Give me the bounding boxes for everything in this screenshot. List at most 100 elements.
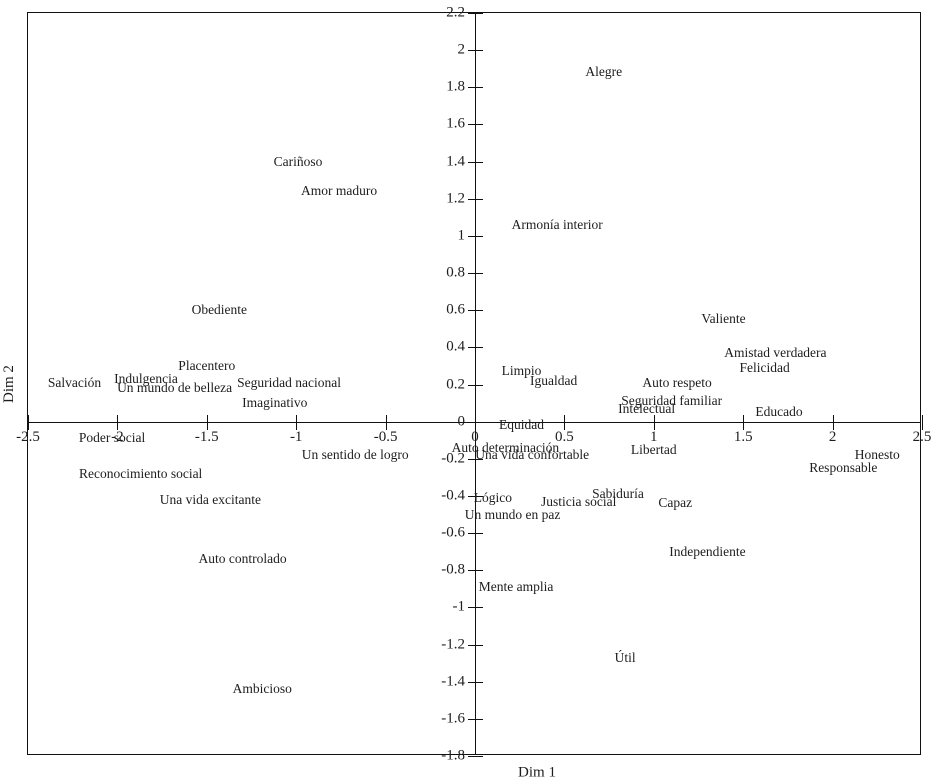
y-tick: [468, 87, 483, 89]
y-tick-label: -0.8: [441, 561, 465, 578]
point-label: Justicia social: [541, 493, 617, 509]
x-tick-label: 0.5: [555, 428, 574, 445]
y-tick: [468, 124, 483, 126]
x-tick-label: 1: [650, 428, 658, 445]
y-tick: [468, 533, 483, 535]
y-tick-label: -0.6: [441, 524, 465, 541]
x-tick-label: -2: [111, 428, 124, 445]
y-axis-title: Dim 2: [1, 365, 17, 403]
point-label: Cariñoso: [273, 153, 323, 169]
point-label: Sabiduría: [592, 486, 644, 502]
y-tick: [468, 718, 483, 720]
point-label: Amistad verdadera: [724, 344, 827, 360]
y-tick-label: 1.8: [446, 78, 465, 95]
y-tick: [468, 644, 483, 646]
x-tick-label: 1.5: [733, 428, 753, 445]
point-label: Independiente: [669, 543, 746, 559]
x-tick: [832, 414, 834, 430]
y-tick: [468, 570, 483, 572]
x-tick-label: -2.5: [16, 428, 40, 445]
y-tick-label: -0.2: [441, 450, 465, 467]
point-label: Armonía interior: [511, 216, 603, 232]
y-tick-label: 1.2: [446, 190, 465, 207]
plot-frame: 2.2 2 1.8 1.6 1.4 1.2 1 0.8 0.6 0.4 0.2 0 -0.2 -0.4 -0…: [16, 5, 931, 763]
x-tick-label: -0.5: [373, 428, 398, 445]
point-label: Un mundo en paz: [464, 506, 561, 522]
x-tick: [28, 414, 29, 430]
point-label: Limpio: [501, 363, 542, 379]
x-tick: [475, 414, 476, 430]
y-tick: [468, 198, 483, 200]
x-tick-label: -1: [289, 428, 303, 445]
y-tick: [468, 347, 483, 349]
x-tick: [564, 414, 566, 430]
point-label: Indulgencia: [114, 370, 178, 386]
point-label: Auto respeto: [642, 374, 712, 390]
point-label: Amor maduro: [301, 183, 378, 199]
y-tick: [468, 681, 483, 683]
y-axis-line: [475, 13, 476, 754]
y-tick-label: 2.2: [446, 4, 465, 21]
point-label: Útil: [614, 649, 636, 665]
point-label: Salvación: [47, 374, 102, 390]
point-label: Obediente: [191, 302, 248, 318]
point-label: Honesto: [854, 447, 900, 463]
y-tick-label: -1: [452, 598, 466, 615]
y-tick: [468, 273, 483, 275]
x-tick: [922, 414, 923, 430]
x-tick: [385, 414, 387, 430]
y-tick-label: 0.2: [446, 376, 465, 392]
y-tick-label: 1.4: [446, 153, 465, 170]
point-label: Un mundo de belleza: [117, 380, 233, 396]
point-label: Equidad: [498, 417, 544, 433]
y-tick: [468, 458, 483, 460]
y-tick-label: 0: [457, 413, 466, 430]
point-label: Capaz: [658, 495, 693, 511]
point-label: Libertad: [630, 441, 677, 457]
x-tick: [743, 414, 745, 430]
y-tick: [468, 13, 483, 14]
x-tick-label: -1.5: [194, 428, 219, 445]
point-label: Lógico: [473, 489, 512, 505]
point-label: Mente amplia: [478, 578, 554, 594]
point-label: Reconocimiento social: [78, 465, 203, 481]
point-label: Intelectual: [618, 400, 676, 416]
point-label: Una vida excitante: [159, 491, 261, 507]
point-label: Imaginativo: [242, 395, 308, 411]
point-label: Placentero: [178, 357, 236, 373]
point-label: Una vida confortable: [475, 447, 590, 463]
y-tick: [468, 384, 483, 386]
x-tick: [653, 414, 655, 430]
point-label: Seguridad nacional: [237, 374, 341, 390]
point-label: Auto controlado: [198, 551, 287, 567]
y-tick-label: -0.4: [441, 487, 465, 504]
point-label: Igualdad: [530, 372, 578, 388]
x-tick: [296, 414, 298, 430]
y-tick-label: -1.6: [441, 710, 465, 727]
y-tick-label: 0.6: [446, 301, 465, 318]
y-tick: [468, 495, 483, 497]
point-label: Valiente: [701, 311, 746, 327]
x-tick: [206, 414, 208, 430]
y-tick: [468, 310, 483, 312]
y-tick: [468, 235, 483, 237]
y-tick-label: 2: [457, 41, 466, 58]
point-label: Responsable: [809, 460, 878, 476]
x-axis-title: Dim 1: [518, 764, 556, 781]
y-tick-label: -1.4: [441, 673, 465, 690]
y-tick-label: 0.4: [446, 338, 465, 355]
point-label: Felicidad: [739, 359, 790, 375]
y-tick-label: 1.6: [446, 115, 465, 132]
point-label: Auto determinación: [451, 439, 560, 455]
point-label: Poder social: [78, 430, 146, 446]
y-tick: [468, 161, 483, 163]
point-label: Ambicioso: [232, 681, 292, 697]
point-label: Educado: [755, 404, 803, 420]
point-label: Seguridad familiar: [621, 393, 723, 409]
y-tick: [468, 50, 483, 52]
point-label: Alegre: [585, 64, 623, 80]
x-tick-label: 2: [828, 428, 837, 445]
y-tick-label: 1: [457, 227, 466, 244]
x-tick: [117, 414, 119, 430]
